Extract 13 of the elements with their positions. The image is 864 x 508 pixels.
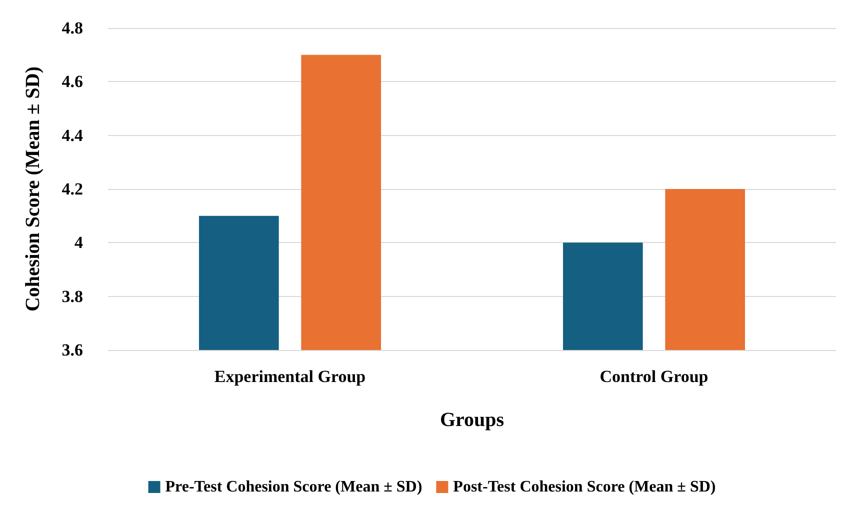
- y-tick-label: 4.8: [62, 18, 83, 38]
- y-tick-label: 4: [74, 233, 84, 252]
- y-tick-label: 3.8: [62, 286, 83, 306]
- y-axis-title: Cohesion Score (Mean ± SD): [22, 66, 44, 312]
- y-tick-label: 4.2: [62, 180, 83, 198]
- y-tick-label: 3.6: [62, 340, 83, 360]
- legend-label: Post-Test Cohesion Score (Mean ± SD): [453, 478, 716, 496]
- x-tick-label: Control Group: [600, 367, 708, 386]
- y-tick-label: 4.6: [62, 72, 83, 92]
- x-tick-label: Experimental Group: [214, 367, 366, 386]
- x-axis-title: Groups: [440, 409, 504, 431]
- legend-label: Pre-Test Cohesion Score (Mean ± SD): [165, 478, 422, 496]
- y-tick-label: 4.4: [62, 126, 84, 145]
